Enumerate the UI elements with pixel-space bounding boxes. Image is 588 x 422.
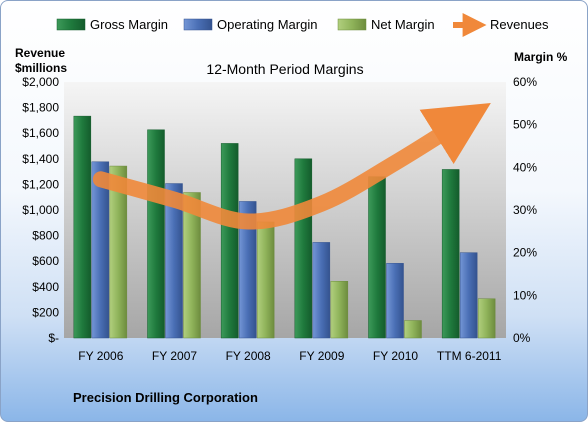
company-name: Precision Drilling Corporation [73,390,258,405]
bar-net-margin [477,298,496,339]
bar-operating-margin [386,263,404,339]
revenue-point [247,220,250,223]
left-tick-label: $1,400 [22,152,59,166]
left-tick-label: $200 [32,305,59,319]
right-tick-label: 60% [513,75,537,89]
right-tick-label: 40% [513,160,537,174]
left-tick-label: $1,600 [22,126,59,140]
category-labels: FY 2006 FY 2007 FY 2008 FY 2009 FY 2010 TTM 6… [78,349,501,363]
right-tick-label: 20% [513,246,537,260]
legend-swatch-net-margin [337,18,367,31]
bar-net-margin [256,221,275,339]
revenue-trend-arrow [92,102,491,230]
bar-gross-margin [441,169,460,339]
bar-layer [73,115,496,339]
right-tick-label: 10% [513,288,537,302]
revenue-point [173,198,176,201]
revenue-point [99,178,102,181]
left-tick-label: $1,800 [22,101,59,115]
left-tick-label: $800 [32,229,59,243]
bar-operating-margin [312,242,331,339]
bar-operating-margin [165,183,183,339]
left-tick-label: $- [48,331,59,345]
category-label: FY 2010 [373,349,418,363]
right-axis-title: Margin % [514,50,568,64]
left-tick-label: $400 [32,280,59,294]
bar-gross-margin [220,143,239,339]
revenue-point [320,202,323,205]
bar-operating-margin [91,161,110,339]
right-tick-label: 30% [513,203,537,217]
revenue-point [468,115,471,118]
category-label: FY 2006 [78,349,123,363]
revenue-point [394,161,397,164]
category-label: FY 2009 [299,349,344,363]
left-tick-label: $1,000 [22,203,59,217]
legend-swatch-gross-margin [56,18,86,31]
right-axis-ticks: 0% 10% 20% 30% 40% 50% 60% [513,75,537,345]
left-tick-label: $2,000 [22,75,59,89]
bar-gross-margin [147,129,165,339]
left-axis-ticks: $- $200 $400 $600 $800 $1,000 $1,200 $1,400 $1,6… [22,75,59,345]
bar-net-margin [404,320,422,339]
legend-label-revenues: Revenues [490,17,549,32]
category-label: FY 2007 [152,349,197,363]
category-label: FY 2008 [226,349,271,363]
bar-gross-margin [368,176,386,339]
revenue-trend-layer [92,102,491,230]
bar-operating-margin [238,201,257,339]
chart-title: 12-Month Period Margins [206,61,363,77]
bar-gross-margin [73,115,92,339]
legend-label-gross-margin: Gross Margin [90,17,168,32]
bar-net-margin [183,192,201,339]
left-tick-label: $1,200 [22,177,59,191]
bar-net-margin [330,281,349,339]
category-label: TTM 6-2011 [437,349,502,363]
legend-label-operating-margin: Operating Margin [217,17,317,32]
left-axis-title-line1: Revenue [15,46,65,60]
bar-net-margin [109,165,128,339]
right-tick-label: 50% [513,118,537,132]
legend-label-net-margin: Net Margin [371,17,435,32]
right-tick-label: 0% [513,331,531,345]
bar-operating-margin [459,252,478,339]
legend-swatch-operating-margin [183,18,213,31]
bar-gross-margin [294,158,313,339]
left-axis-title-line2: $millions [15,61,67,75]
legend: Gross Margin Operating Margin Net Margin… [56,13,549,37]
left-tick-label: $600 [32,254,59,268]
